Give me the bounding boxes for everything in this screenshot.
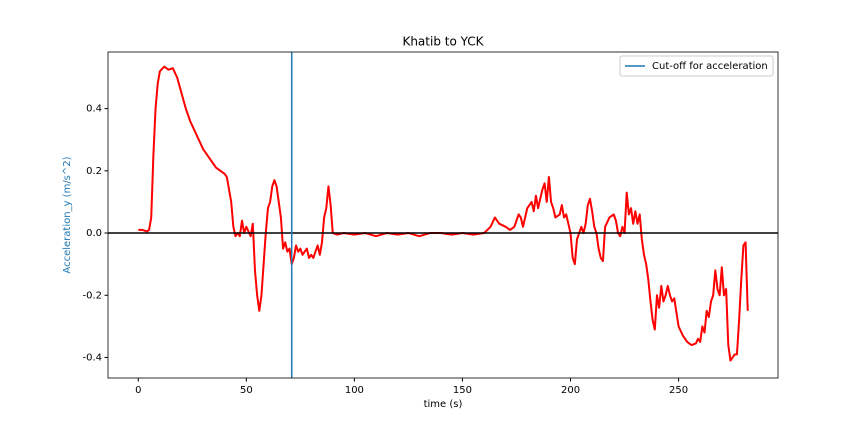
x-tick-label: 200: [561, 385, 580, 396]
x-tick-label: 150: [453, 385, 472, 396]
chart-title: Khatib to YCK: [402, 35, 484, 49]
y-tick-label: -0.2: [82, 290, 102, 301]
y-tick-label: 0.0: [86, 228, 102, 239]
plot-frame: [107, 51, 779, 379]
y-axis-label: Acceleration_y (m/s^2): [62, 156, 73, 273]
legend-label: Cut-off for acceleration: [652, 61, 768, 72]
x-axis-label: time (s): [424, 399, 463, 410]
data-line: [138, 65, 749, 362]
x-tick-label: 0: [135, 385, 141, 396]
x-tick-label: 250: [669, 385, 688, 396]
y-tick-label: 0.4: [86, 104, 102, 115]
y-tick-label: -0.4: [82, 352, 102, 363]
x-tick-label: 50: [240, 385, 253, 396]
y-tick-label: 0.2: [86, 166, 102, 177]
legend-box: [619, 55, 774, 77]
x-tick-label: 100: [345, 385, 364, 396]
